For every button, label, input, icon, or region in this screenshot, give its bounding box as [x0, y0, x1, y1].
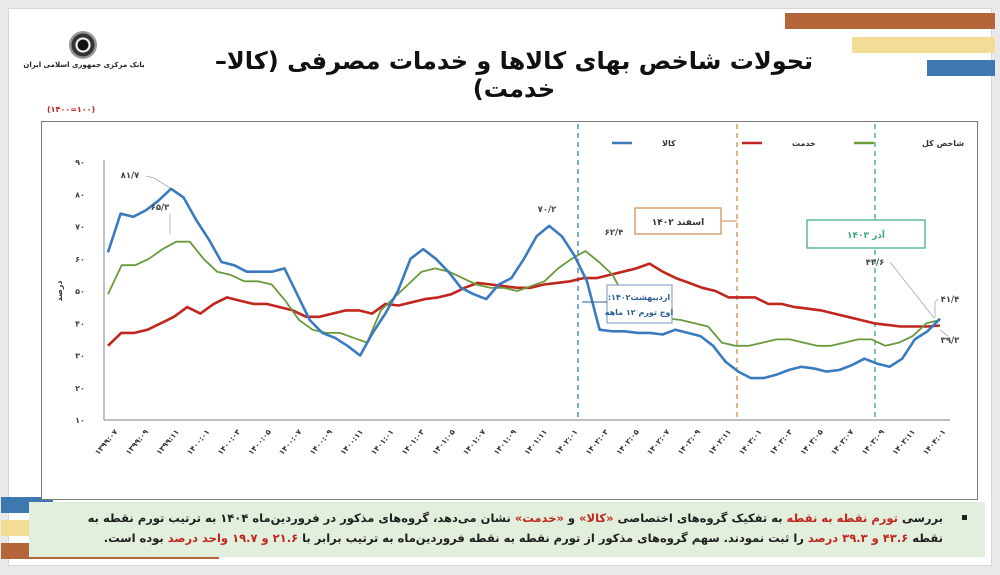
x-tick-label: ۱۴۰۲:۰۷ [645, 427, 672, 456]
x-tick-label: ۱۳۹۹:۰۹ [124, 427, 151, 456]
leader-azar-value [889, 261, 935, 319]
note-text-segment: بوده است. [103, 531, 168, 545]
x-tick-label: ۱۴۰۲:۰۱ [553, 428, 579, 457]
base-year-note: (۱۴۰۰=۱۰۰) [47, 105, 96, 114]
note-highlight: ۲۱.۶ و ۱۹.۷ واحد درصد [167, 531, 299, 545]
series-goods-line [106, 187, 941, 380]
x-tick-label: ۱۴۰۲:۰۳ [584, 427, 611, 456]
x-tick-label: ۱۴۰۳:۰۷ [829, 427, 856, 456]
callout-azar-box [806, 219, 926, 249]
leader-goods-end [934, 298, 939, 318]
x-tick-label: ۱۴۰۳:۰۵ [798, 427, 825, 456]
callout-esfand-label: اسفند ۱۴۰۲ [652, 218, 704, 228]
x-tick-label: ۱۴۰۱:۰۹ [492, 427, 519, 456]
label-goods-peak2: ۷۰/۲ [538, 205, 557, 215]
callout-esfand-box [634, 207, 722, 235]
x-tick-label: ۱۴۰۱:۱۱ [522, 428, 548, 457]
legend-goods-label: کالا [662, 139, 676, 148]
y-tick-label: ۴۰ [75, 319, 85, 328]
y-tick-label: ۷۰ [75, 223, 85, 232]
x-tick-label: ۱۴۰۳:۰۳ [768, 427, 795, 456]
x-tick-label: ۱۴۰۰:۰۷ [277, 427, 304, 456]
legend-total-label: شاخص کل [922, 139, 964, 149]
label-total-peak2: ۶۲/۴ [605, 228, 624, 238]
note-highlight: و ۳۹.۳ درصد [807, 531, 879, 545]
label-goods-end: ۴۱/۴ [941, 295, 960, 305]
x-tick-label: ۱۴۰۱:۰۵ [430, 427, 457, 456]
x-tick-label: ۱۴۰۱:۰۱ [369, 428, 395, 457]
y-tick-label: ۱۰ [75, 416, 85, 425]
x-tick-label: ۱۴۰۰:۰۳ [216, 427, 243, 456]
line-chart: ۱۰ ۲۰ ۳۰ ۴۰ ۵۰ ۶۰ ۷۰ ۸۰ ۹۰ درصد ۱۳۹۹:۰۷ ۱۳۹۹:۰۹ ۱۳۹۹… [55, 124, 964, 457]
y-tick-label: ۶۰ [75, 255, 85, 264]
y-tick-label: ۵۰ [75, 287, 85, 296]
legend-services-label: خدمت [792, 139, 816, 148]
slide: بانک مرکزی جمهوری اسلامی ایران تحولات شا… [1, 8, 995, 566]
leader-goods-peak [145, 175, 171, 189]
note-text-segment: را ثبت نمودند. سهم گروه‌های مذکور از تور… [298, 531, 808, 545]
bank-logo-icon [69, 31, 97, 59]
note-highlight: ۴۳.۶ [882, 531, 909, 545]
deco-bar-blue-top [927, 60, 995, 76]
summary-text: بررسی تورم نقطه به نقطه به تفکیک گروه‌ها… [63, 508, 943, 548]
y-tick-label: ۹۰ [75, 158, 85, 167]
deco-bar-yellow-top [852, 37, 995, 53]
bank-name: بانک مرکزی جمهوری اسلامی ایران [23, 61, 145, 69]
x-tick-label: ۱۴۰۰:۰۱ [185, 428, 211, 457]
x-tick-label: ۱۴۰۰:۱۱ [338, 428, 364, 457]
leader-services-end [939, 329, 949, 337]
callout-ordibehesht-line2: اوج تورم ۱۲ ماهه [605, 308, 674, 317]
x-tick-label: ۱۴۰۰:۰۹ [308, 427, 335, 456]
note-highlight: «کالا» [579, 511, 614, 525]
callout-azar-label: آذر ۱۴۰۳ [847, 229, 886, 241]
y-tick-label: ۲۰ [75, 384, 85, 393]
x-tick-label: ۱۴۰۰:۰۵ [246, 427, 273, 456]
x-tick-label: ۱۴۰۱:۰۳ [400, 427, 427, 456]
y-tick-label: ۸۰ [75, 190, 85, 199]
callout-ordibehesht-box [606, 284, 673, 324]
callout-ordibehesht-line1: اردیبهشت۱۴۰۲: [608, 293, 671, 302]
note-text-segment: و [563, 511, 580, 525]
x-tick-label: ۱۴۰۲:۰۵ [614, 427, 641, 456]
y-axis-label: درصد [55, 280, 64, 301]
note-text-segment: بررسی [897, 511, 943, 525]
x-tick-label: ۱۴۰۳:۰۱ [737, 428, 763, 457]
x-tick-label: ۱۴۰۲:۰۹ [676, 427, 703, 456]
x-tick-label: ۱۴۰۳:۰۹ [860, 427, 887, 456]
note-text-segment: نشان می‌دهد، گروه‌های مذکور در فروردین‌م… [87, 511, 943, 545]
x-tick-label: ۱۴۰۴:۰۱ [921, 428, 947, 457]
label-azar-value: ۴۳/۶ [866, 258, 885, 268]
x-tick-label: ۱۴۰۲:۱۱ [706, 428, 732, 457]
x-tick-label: ۱۴۰۱:۰۷ [461, 427, 488, 456]
x-tick-label: ۱۴۰۳:۱۱ [890, 428, 916, 457]
x-tick-label: ۱۳۹۹:۰۷ [93, 427, 120, 456]
page-title: تحولات شاخص بهای کالاها و خدمات مصرفی (ک… [214, 47, 814, 103]
note-highlight: تورم نقطه به نقطه [786, 511, 898, 525]
note-highlight: «خدمت» [514, 511, 564, 525]
bullet-icon [962, 515, 967, 520]
series-total-line [107, 240, 941, 347]
label-services-end: ۳۹/۳ [941, 336, 960, 346]
x-tick-label: ۱۳۹۹:۱۱ [154, 428, 180, 457]
summary-note: بررسی تورم نقطه به نقطه به تفکیک گروه‌ها… [29, 502, 985, 557]
label-goods-peak: ۸۱/۷ [121, 171, 140, 181]
y-tick-label: ۳۰ [75, 352, 85, 361]
label-total-peak: ۶۵/۳ [151, 203, 170, 213]
deco-bar-brown-top [785, 13, 995, 29]
note-text-segment: به تفکیک گروه‌های اختصاصی [613, 511, 787, 525]
chart-frame: ۱۰ ۲۰ ۳۰ ۴۰ ۵۰ ۶۰ ۷۰ ۸۰ ۹۰ درصد ۱۳۹۹:۰۷ ۱۳۹۹:۰۹ ۱۳۹۹… [41, 121, 978, 500]
